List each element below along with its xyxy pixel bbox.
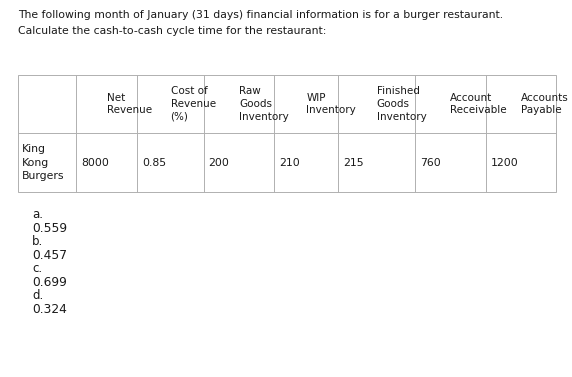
Text: Finished
Goods
Inventory: Finished Goods Inventory bbox=[377, 86, 427, 122]
Text: 0.85: 0.85 bbox=[142, 158, 166, 167]
Text: Cost of
Revenue
(%): Cost of Revenue (%) bbox=[170, 86, 216, 122]
Text: 210: 210 bbox=[279, 158, 300, 167]
Text: Net
Revenue: Net Revenue bbox=[107, 93, 152, 115]
Text: d.: d. bbox=[32, 289, 43, 302]
Text: Raw
Goods
Inventory: Raw Goods Inventory bbox=[239, 86, 289, 122]
Text: a.: a. bbox=[32, 208, 43, 221]
Text: 215: 215 bbox=[343, 158, 364, 167]
Text: 1200: 1200 bbox=[491, 158, 518, 167]
Text: 0.699: 0.699 bbox=[32, 276, 67, 289]
Text: The following month of January (31 days) financial information is for a burger r: The following month of January (31 days)… bbox=[18, 10, 503, 20]
Text: 8000: 8000 bbox=[81, 158, 109, 167]
Text: WIP
Inventory: WIP Inventory bbox=[306, 93, 356, 115]
Text: King
Kong
Burgers: King Kong Burgers bbox=[22, 144, 65, 181]
Text: 200: 200 bbox=[209, 158, 229, 167]
Text: Calculate the cash-to-cash cycle time for the restaurant:: Calculate the cash-to-cash cycle time fo… bbox=[18, 26, 327, 36]
Text: Accounts
Payable: Accounts Payable bbox=[521, 93, 569, 115]
Text: b.: b. bbox=[32, 235, 43, 248]
Text: c.: c. bbox=[32, 262, 42, 275]
Text: Account
Receivable: Account Receivable bbox=[450, 93, 507, 115]
Bar bbox=[18, 75, 556, 192]
Text: 760: 760 bbox=[420, 158, 441, 167]
Text: 0.559: 0.559 bbox=[32, 222, 67, 235]
Text: 0.324: 0.324 bbox=[32, 303, 67, 316]
Text: 0.457: 0.457 bbox=[32, 249, 67, 262]
